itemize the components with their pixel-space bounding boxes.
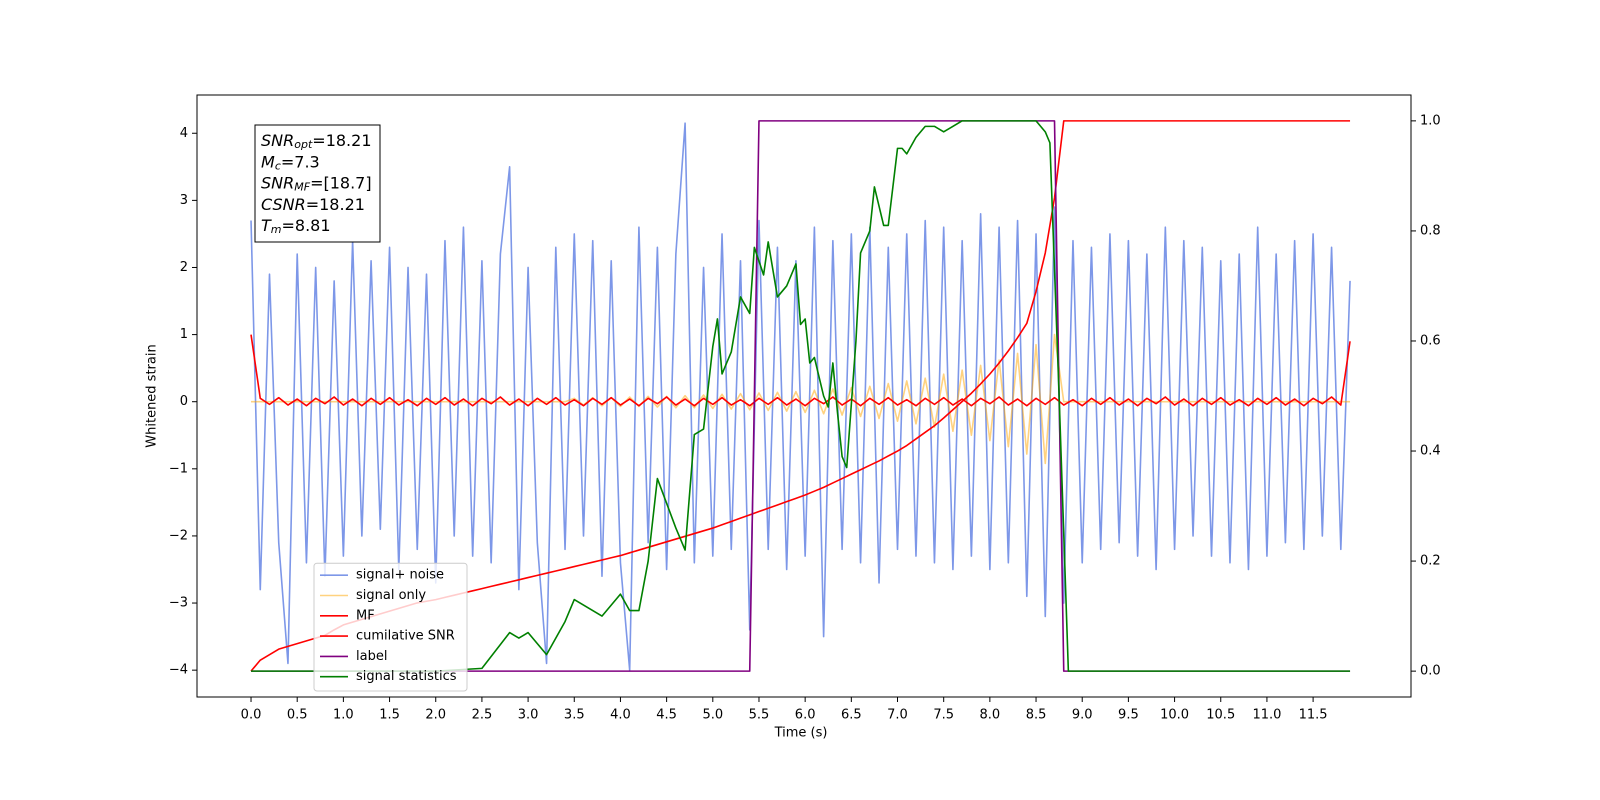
annotation-text: =[18.7] [310, 173, 372, 192]
legend-label: signal+ noise [356, 568, 444, 583]
y2-tick-label: 0.0 [1420, 664, 1441, 679]
x-tick-label: 2.5 [472, 708, 493, 723]
x-tick-label: 9.5 [1118, 708, 1139, 723]
annotation-sub: opt [294, 138, 313, 151]
annotation: CSNR=18.21 [261, 194, 365, 213]
x-tick-label: 5.0 [702, 708, 723, 723]
annotation: Tm=8.81 [261, 216, 331, 237]
x-tick-label: 11.0 [1252, 708, 1281, 723]
x-tick-label: 8.0 [980, 708, 1001, 723]
y-tick-label: 0 [180, 394, 188, 409]
y-tick-label: 4 [180, 126, 188, 141]
annotation-text: =7.3 [281, 152, 320, 171]
y-tick-label: 3 [180, 193, 188, 208]
annotation-symbol: M [261, 152, 275, 171]
legend-label: MF [356, 608, 375, 623]
x-tick-label: 7.5 [933, 708, 954, 723]
annotation-frame [254, 124, 381, 243]
x-tick-label: 8.5 [1026, 708, 1047, 723]
y-tick-label: −3 [169, 596, 188, 611]
x-axis-label: Time (s) [774, 726, 828, 741]
y2-tick-label: 0.4 [1420, 444, 1441, 459]
annotation-text: =18.21 [306, 194, 365, 213]
x-tick-label: 1.0 [333, 708, 354, 723]
legend-frame [313, 562, 468, 692]
x-tick-label: 6.0 [795, 708, 816, 723]
y2-tick-label: 0.8 [1420, 223, 1441, 238]
x-tick-label: 11.5 [1299, 708, 1328, 723]
legend-label: cumilative SNR [356, 629, 455, 644]
annotation: Mc=7.3 [261, 152, 320, 173]
annotation-symbol: SNR [261, 131, 294, 150]
series-line [250, 334, 1351, 407]
x-tick-label: 1.5 [379, 708, 400, 723]
legend-label: label [356, 649, 387, 664]
legend-label: signal only [356, 588, 426, 603]
annotation-sub: m [271, 223, 282, 236]
annotation-symbol: CSNR [261, 194, 306, 213]
annotation-text: =18.21 [312, 131, 371, 150]
y-tick-label: 2 [180, 260, 188, 275]
x-tick-label: 5.5 [749, 708, 770, 723]
plot-frame [196, 94, 1412, 698]
legend-label: signal statistics [356, 669, 457, 684]
x-tick-label: 7.0 [887, 708, 908, 723]
y-tick-label: 1 [180, 327, 188, 342]
y-tick-label: −2 [169, 528, 188, 543]
annotation-sub: c [275, 159, 281, 172]
y2-tick-label: 1.0 [1420, 113, 1441, 128]
x-tick-label: 2.0 [425, 708, 446, 723]
x-tick-label: 10.5 [1206, 708, 1235, 723]
y-tick-label: −4 [169, 663, 188, 678]
annotation-box: SNRopt=18.21Mc=7.3SNRMF=[18.7]CSNR=18.21… [254, 124, 381, 243]
series-line [250, 122, 1351, 671]
x-tick-label: 4.0 [610, 708, 631, 723]
annotation-symbol: SNR [261, 173, 294, 192]
x-tick-label: 10.0 [1160, 708, 1189, 723]
x-tick-label: 0.0 [241, 708, 262, 723]
x-tick-label: 3.0 [518, 708, 539, 723]
x-tick-label: 0.5 [287, 708, 308, 723]
x-tick-label: 9.0 [1072, 708, 1093, 723]
x-tick-label: 3.5 [564, 708, 585, 723]
annotation-sub: MF [294, 181, 310, 194]
annotation-text: =8.81 [282, 216, 331, 235]
legend: signal+ noise signal only MF cumilative SNR… [313, 562, 468, 692]
y-tick-label: −1 [169, 461, 188, 476]
y2-tick-label: 0.6 [1420, 333, 1441, 348]
y-axis-label: Whitened strain [145, 344, 160, 447]
y2-tick-label: 0.2 [1420, 554, 1441, 569]
annotation-symbol: T [261, 216, 272, 235]
x-tick-label: 4.5 [656, 708, 677, 723]
x-tick-label: 6.5 [841, 708, 862, 723]
annotation: SNRMF=[18.7] [261, 173, 372, 194]
annotation: SNRopt=18.21 [261, 131, 372, 152]
series-line [251, 120, 1351, 672]
